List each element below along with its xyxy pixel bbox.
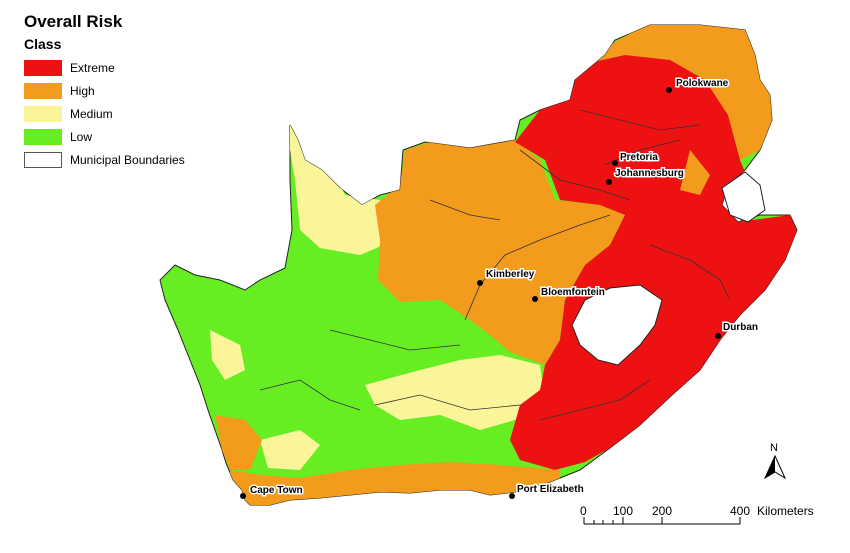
scale-unit: Kilometers — [757, 504, 814, 518]
city-marker — [509, 493, 515, 499]
north-arrow-fill-icon — [765, 456, 775, 478]
city-marker — [666, 87, 672, 93]
legend-swatch-boundaries — [24, 151, 62, 168]
city-polokwane: Polokwane — [666, 77, 730, 93]
city-marker — [612, 160, 618, 166]
legend-item-extreme: Extreme — [24, 56, 185, 79]
city-bloemfontein: Bloemfontein — [532, 286, 606, 302]
zone-high-southwest — [215, 415, 262, 470]
north-label: N — [770, 442, 778, 454]
lesotho — [571, 284, 663, 366]
legend-label: Extreme — [70, 60, 115, 75]
legend-item-low: Low — [24, 125, 185, 148]
legend-swatch-extreme — [24, 59, 62, 76]
zone-medium-west — [210, 330, 245, 380]
zone-high-central — [375, 140, 625, 365]
scale-bar: 0 100 200 400 Kilometers — [580, 504, 814, 525]
legend-label: Low — [70, 129, 93, 144]
zone-medium-central — [365, 355, 545, 430]
city-marker — [532, 296, 538, 302]
city-label-bloemfontein: Bloemfontein — [541, 287, 605, 298]
city-port-elizabeth: Port Elizabeth — [509, 483, 585, 499]
city-johannesburg: Johannesburg — [606, 167, 685, 185]
zone-high-northeast — [580, 25, 772, 160]
legend-item-municipal-boundaries: Municipal Boundaries — [24, 148, 185, 171]
zone-high-patch-northeast — [680, 150, 710, 195]
municipal-boundaries — [259, 109, 731, 421]
legend-label: High — [70, 83, 95, 98]
legend-title: Overall Risk — [24, 12, 123, 31]
zone-extreme-east — [510, 55, 797, 470]
city-marker — [240, 493, 246, 499]
legend-swatch-medium — [24, 105, 62, 122]
legend-item-high: High — [24, 79, 185, 102]
scale-label-400: 400 — [730, 504, 750, 518]
scale-label-0: 0 — [580, 504, 587, 518]
scale-label-100: 100 — [613, 504, 633, 518]
scale-label-200: 200 — [652, 504, 672, 518]
city-marker — [606, 179, 612, 185]
city-marker — [477, 280, 483, 286]
legend-swatch-low — [24, 128, 62, 145]
city-label-kimberley: Kimberley — [486, 269, 535, 280]
city-durban: Durban — [715, 321, 760, 339]
risk-zones — [210, 25, 797, 505]
legend-label: Municipal Boundaries — [70, 152, 185, 167]
legend-subtitle: Class — [24, 36, 62, 52]
legend: Overall Risk Class Extreme High Medium L… — [24, 12, 185, 171]
zone-medium-south — [260, 430, 320, 470]
city-label-johannesburg: Johannesburg — [615, 168, 684, 179]
legend-swatch-high — [24, 82, 62, 99]
city-label-cape-town: Cape Town — [250, 485, 303, 496]
city-label-port-elizabeth: Port Elizabeth — [517, 484, 584, 495]
legend-item-medium: Medium — [24, 102, 185, 125]
city-cape-town: Cape Town — [240, 484, 304, 499]
city-kimberley: Kimberley — [477, 268, 536, 286]
eswatini — [721, 171, 766, 223]
city-marker — [715, 333, 721, 339]
legend-label: Medium — [70, 106, 113, 121]
north-arrow: N — [763, 442, 787, 480]
city-label-pretoria: Pretoria — [620, 152, 658, 163]
city-pretoria: Pretoria — [612, 151, 660, 166]
city-label-polokwane: Polokwane — [676, 78, 729, 89]
city-label-durban: Durban — [723, 322, 758, 333]
